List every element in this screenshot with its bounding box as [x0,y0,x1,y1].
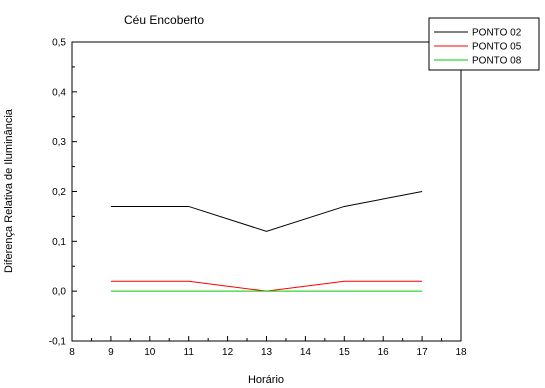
x-tick-label: 9 [108,347,114,358]
x-tick-label: 13 [261,347,273,358]
x-tick-label: 15 [339,347,351,358]
legend: PONTO 02 PONTO 05 PONTO 08 [428,17,540,71]
y-tick-label: 0,5 [52,38,66,49]
legend-label-2: PONTO 05 [472,42,522,53]
x-tick-label: 11 [184,347,195,358]
legend-label-3: PONTO 08 [472,56,522,67]
x-tick-label: 10 [144,347,156,358]
x-tick-label: 16 [378,347,390,358]
y-axis-title: Diferença Relativa de Iluminância [3,108,15,273]
x-tick-label: 12 [222,347,234,358]
series-line-1 [110,191,423,232]
x-tick-label: 17 [417,347,429,358]
chart-title: Céu Encoberto [124,13,204,27]
x-axis-title: Horário [248,374,284,386]
legend-box [428,17,540,71]
y-tick-label: 0,2 [52,187,66,198]
series-lines [110,191,423,292]
x-tick-label: 14 [300,347,312,358]
y-tick-label: 0,3 [52,137,66,148]
legend-label-1: PONTO 02 [472,28,522,39]
plot-frame [71,41,462,342]
series-line-2 [110,280,423,292]
plot-area [71,41,462,342]
x-axis: 8 9 10 11 12 13 14 15 16 17 18 [69,336,467,358]
y-tick-label: 0,0 [52,287,66,298]
x-tick-label: 8 [69,347,75,358]
y-tick-label: 0,1 [52,237,66,248]
y-tick-label: 0,4 [52,87,66,98]
y-tick-label: -0,1 [49,337,67,348]
x-tick-label: 18 [455,347,467,358]
y-axis: -0,1 0,0 0,1 0,2 0,3 0,4 0,5 [49,38,77,348]
